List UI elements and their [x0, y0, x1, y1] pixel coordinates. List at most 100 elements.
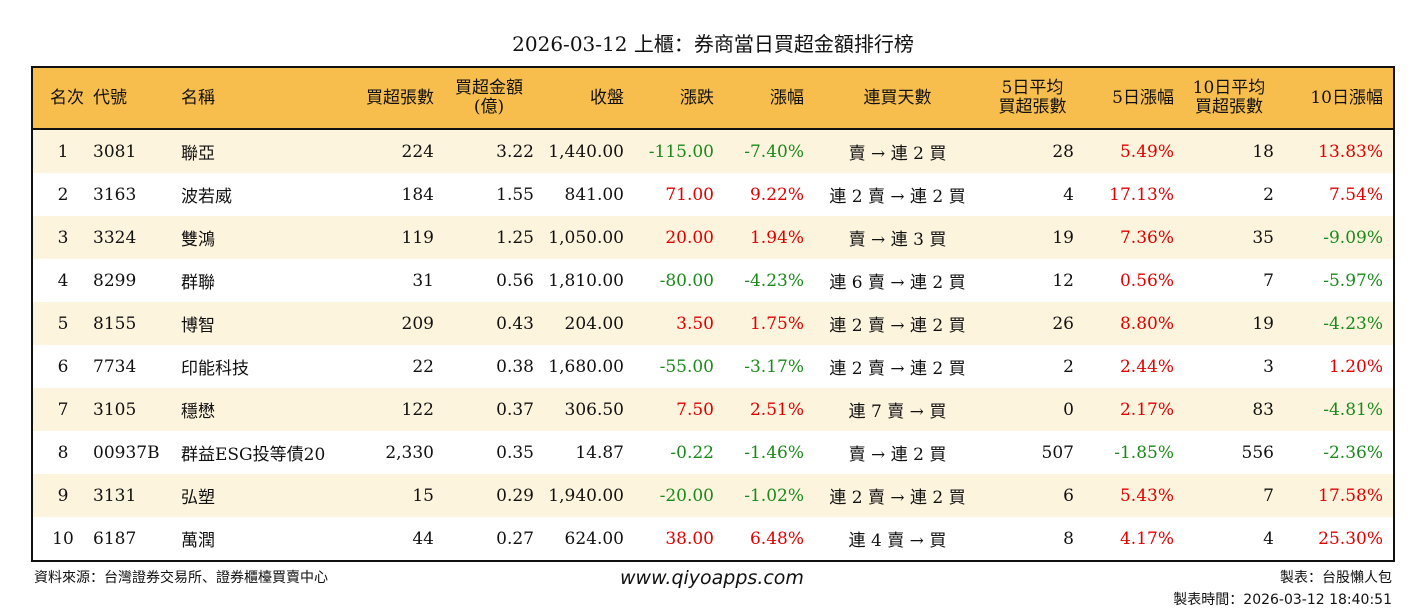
cell-consecutive-days: 賣 → 連 2 買 [848, 445, 947, 465]
header-consecutive-days: 連買天數 [814, 67, 991, 130]
cell-pct10: -9.09% [1284, 216, 1394, 259]
cell-change-pct: 1.75% [724, 302, 814, 345]
cell-avg10-lots: 19 [1184, 302, 1284, 345]
cell-pct5: 2.44% [1119, 356, 1174, 377]
cell-avg5-lots: 507 [1041, 442, 1074, 463]
cell-pct10: 1.20% [1328, 356, 1383, 377]
cell-change: -0.22 [670, 442, 714, 463]
cell-close: 1,940.00 [544, 474, 634, 517]
cell-net-buy-amount: 0.27 [496, 528, 534, 549]
cell-change-pct: -3.17% [744, 356, 804, 377]
cell-avg5-lots: 12 [1052, 270, 1074, 291]
table-row[interactable]: 4 8299 群聯 31 0.56 1,810.00 -80.00 -4.23% 連 6 賣 →… [32, 259, 1394, 302]
cell-change-pct: -7.40% [724, 129, 814, 173]
cell-net-buy-lots: 15 [361, 474, 444, 517]
cell-pct5: 8.80% [1084, 302, 1184, 345]
cell-close: 204.00 [544, 302, 634, 345]
cell-avg5-lots: 0 [991, 388, 1084, 431]
cell-avg5-lots: 19 [991, 216, 1084, 259]
cell-pct5: -1.85% [1114, 442, 1174, 463]
site-link[interactable]: www.qiyoapps.com [620, 567, 804, 589]
cell-consecutive-days: 賣 → 連 3 買 [814, 216, 991, 259]
header-net-buy-amount: 買超金額 (億) [444, 67, 544, 130]
cell-change-pct: -1.46% [744, 442, 804, 463]
table-row[interactable]: 9 3131 弘塑 15 0.29 1,940.00 -20.00 -1.02% 連 2 賣 →… [32, 474, 1394, 517]
cell-consecutive-days: 連 2 賣 → 連 2 買 [829, 359, 966, 379]
cell-avg5-lots: 26 [991, 302, 1084, 345]
cell-rank: 3 [32, 216, 93, 259]
table-row[interactable]: 5 8155 博智 209 0.43 204.00 3.50 1.75% 連 2 賣 → 連 2… [32, 302, 1394, 345]
header-pct5: 5日漲幅 [1084, 67, 1184, 130]
cell-net-buy-amount: 3.22 [444, 129, 544, 173]
cell-code: 8155 [93, 302, 181, 345]
table-row[interactable]: 2 3163 波若威 184 1.55 841.00 71.00 9.22% 連 2 賣 → 連… [32, 173, 1394, 216]
cell-close: 306.50 [544, 388, 634, 431]
cell-name: 印能科技 [181, 359, 249, 379]
table-row[interactable]: 1 3081 聯亞 224 3.22 1,440.00 -115.00 -7.40% 賣 → 連… [32, 129, 1394, 173]
cell-pct5: 0.56% [1119, 270, 1174, 291]
cell-net-buy-amount: 0.38 [496, 356, 534, 377]
table-row[interactable]: 6 7734 印能科技 22 0.38 1,680.00 -55.00 -3.17% 連 2 賣… [32, 345, 1394, 388]
cell-net-buy-amount: 1.25 [444, 216, 544, 259]
cell-avg10-lots: 4 [1263, 528, 1274, 549]
cell-pct10: -2.36% [1323, 442, 1383, 463]
cell-name: 萬潤 [181, 531, 215, 551]
header-rank: 名次 [32, 67, 93, 130]
cell-rank: 1 [32, 129, 93, 173]
cell-avg10-lots: 7 [1184, 474, 1284, 517]
cell-rank: 5 [32, 302, 93, 345]
header-code: 代號 [93, 67, 181, 130]
cell-name: 聯亞 [181, 129, 361, 173]
cell-avg10-lots: 2 [1263, 184, 1274, 205]
cell-change-pct: -4.23% [744, 270, 804, 291]
cell-net-buy-lots: 31 [412, 270, 434, 291]
cell-close: 624.00 [564, 528, 624, 549]
cell-net-buy-amount: 1.55 [496, 184, 534, 205]
cell-pct10: -4.23% [1284, 302, 1394, 345]
page-title: 2026-03-12 上櫃：券商當日買超金額排行榜 [512, 32, 914, 56]
cell-net-buy-lots: 184 [401, 184, 434, 205]
cell-net-buy-lots: 2,330 [385, 442, 434, 463]
table-row[interactable]: 3 3324 雙鴻 119 1.25 1,050.00 20.00 1.94% 賣 → 連 3 … [32, 216, 1394, 259]
cell-avg10-lots: 18 [1184, 129, 1284, 173]
header-avg10-lots: 10日平均 買超張數 [1184, 67, 1284, 130]
cell-change-pct: 9.22% [749, 184, 804, 205]
table-row[interactable]: 8 00937B 群益ESG投等債20 2,330 0.35 14.87 -0.22 -1.4… [32, 431, 1394, 474]
header-change: 漲跌 [634, 67, 724, 130]
cell-name: 博智 [181, 302, 361, 345]
cell-close: 1,680.00 [548, 356, 624, 377]
cell-change: 38.00 [665, 528, 714, 549]
header-avg5-lots: 5日平均 買超張數 [991, 67, 1084, 130]
cell-change-pct: 1.94% [724, 216, 814, 259]
cell-change: -55.00 [659, 356, 714, 377]
cell-consecutive-days: 連 7 賣 → 買 [814, 388, 991, 431]
cell-net-buy-lots: 22 [412, 356, 434, 377]
cell-rank: 10 [52, 528, 74, 549]
cell-consecutive-days: 連 4 賣 → 買 [848, 531, 947, 551]
cell-avg10-lots: 35 [1184, 216, 1284, 259]
cell-code: 6187 [93, 528, 137, 549]
cell-consecutive-days: 連 2 賣 → 連 2 買 [814, 302, 991, 345]
table-row[interactable]: 10 6187 萬潤 44 0.27 624.00 38.00 6.48% 連 4 賣 → 買 8… [32, 517, 1394, 561]
cell-change: -80.00 [659, 270, 714, 291]
cell-net-buy-lots: 122 [361, 388, 444, 431]
cell-net-buy-amount: 0.29 [444, 474, 544, 517]
cell-change: 3.50 [634, 302, 724, 345]
cell-net-buy-amount: 0.35 [496, 442, 534, 463]
cell-consecutive-days: 連 2 賣 → 連 2 買 [829, 187, 966, 207]
cell-pct5: 5.49% [1084, 129, 1184, 173]
cell-name: 群益ESG投等債20 [181, 445, 326, 465]
header-close: 收盤 [544, 67, 634, 130]
cell-pct10: 13.83% [1284, 129, 1394, 173]
cell-rank: 4 [57, 270, 69, 291]
cell-code: 3081 [93, 129, 181, 173]
cell-change: 71.00 [665, 184, 714, 205]
cell-avg5-lots: 4 [1063, 184, 1074, 205]
cell-change-pct: 6.48% [749, 528, 804, 549]
footer-credits: 製表：台股懶人包 製表時間：2026-03-12 18:40:51 [1173, 567, 1392, 611]
cell-net-buy-lots: 209 [361, 302, 444, 345]
cell-pct5: 4.17% [1119, 528, 1174, 549]
cell-net-buy-lots: 119 [361, 216, 444, 259]
cell-net-buy-amount: 0.56 [496, 270, 534, 291]
